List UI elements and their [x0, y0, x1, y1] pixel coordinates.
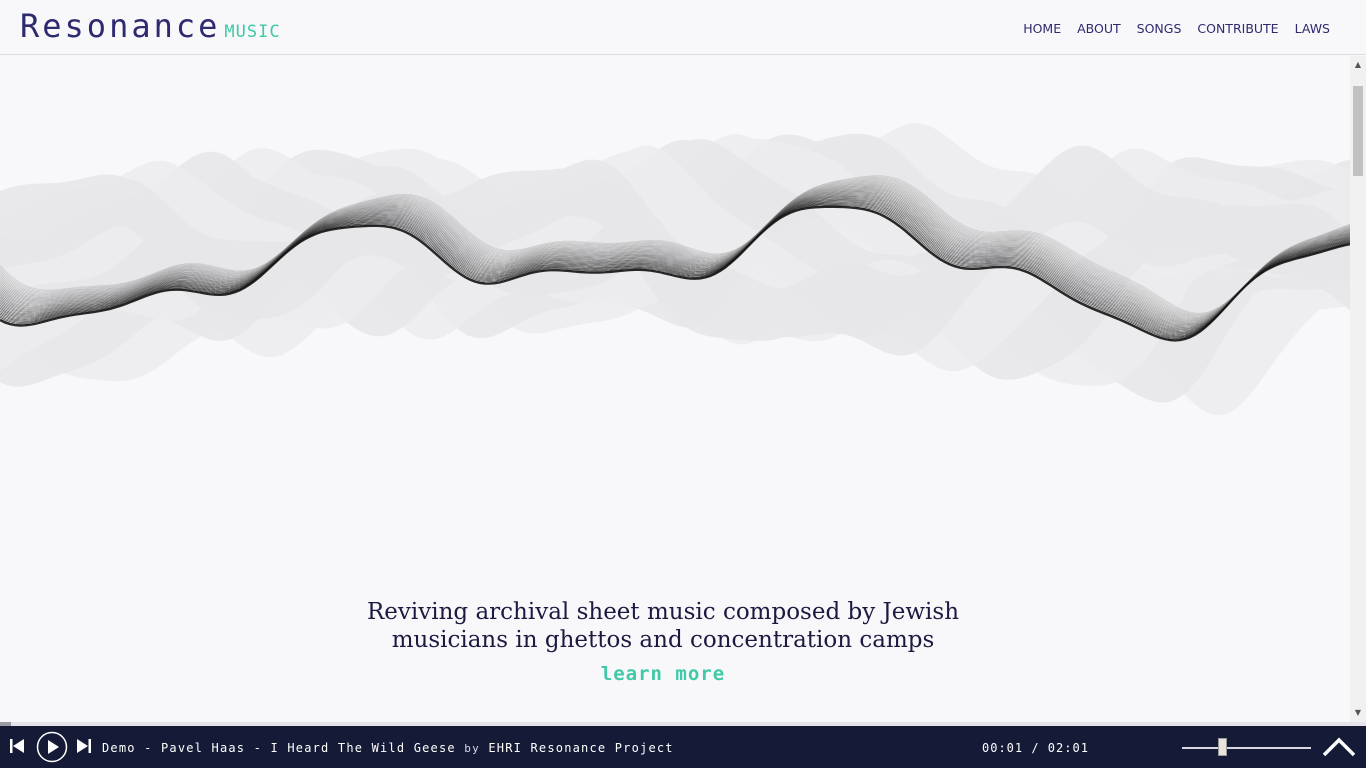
learn-more-link[interactable]: learn more: [600, 663, 726, 685]
skip-forward-icon[interactable]: [76, 738, 92, 758]
playback-progress-bar[interactable]: [0, 722, 1366, 726]
site-logo[interactable]: Resonance MUSIC: [20, 7, 281, 45]
scroll-down-arrow-icon[interactable]: ▼: [1354, 708, 1362, 717]
nav-about[interactable]: ABOUT: [1077, 21, 1121, 36]
page-scrollbar[interactable]: ▲ ▼: [1350, 56, 1366, 722]
nav-songs[interactable]: SONGS: [1136, 21, 1182, 36]
main-nav: HOME ABOUT SONGS CONTRIBUTE LAWS: [1023, 21, 1330, 36]
scroll-thumb[interactable]: [1353, 86, 1363, 176]
nav-home[interactable]: HOME: [1023, 21, 1062, 36]
track-by-label: by: [464, 742, 480, 755]
waveform-visualization: [0, 123, 1350, 416]
logo-main-text: Resonance: [20, 7, 221, 45]
nav-contribute[interactable]: CONTRIBUTE: [1197, 21, 1279, 36]
nav-laws[interactable]: LAWS: [1294, 21, 1330, 36]
chevron-up-icon[interactable]: [1322, 736, 1356, 762]
track-title: Demo - Pavel Haas - I Heard The Wild Gee…: [102, 741, 456, 755]
volume-slider-handle[interactable]: [1217, 738, 1227, 756]
waveform-dark-layer: [0, 175, 1350, 342]
hero-tagline-line2: musicians in ghettos and concentration c…: [391, 627, 935, 653]
track-info: Demo - Pavel Haas - I Heard The Wild Gee…: [102, 741, 674, 755]
audio-player: Demo - Pavel Haas - I Heard The Wild Gee…: [0, 726, 1366, 768]
play-icon[interactable]: [36, 731, 68, 767]
track-artist: EHRI Resonance Project: [488, 741, 674, 755]
hero-tagline: Reviving archival sheet music composed b…: [283, 598, 1043, 654]
logo-sub-text: MUSIC: [224, 22, 281, 42]
skip-back-icon[interactable]: [9, 738, 25, 758]
site-header: Resonance MUSIC HOME ABOUT SONGS CONTRIB…: [0, 0, 1366, 55]
scroll-up-arrow-icon[interactable]: ▲: [1354, 60, 1362, 69]
playback-progress-fill: [0, 722, 11, 726]
playback-time: 00:01 / 02:01: [982, 741, 1089, 755]
volume-slider[interactable]: [1182, 738, 1311, 756]
hero-tagline-line1: Reviving archival sheet music composed b…: [366, 599, 960, 625]
